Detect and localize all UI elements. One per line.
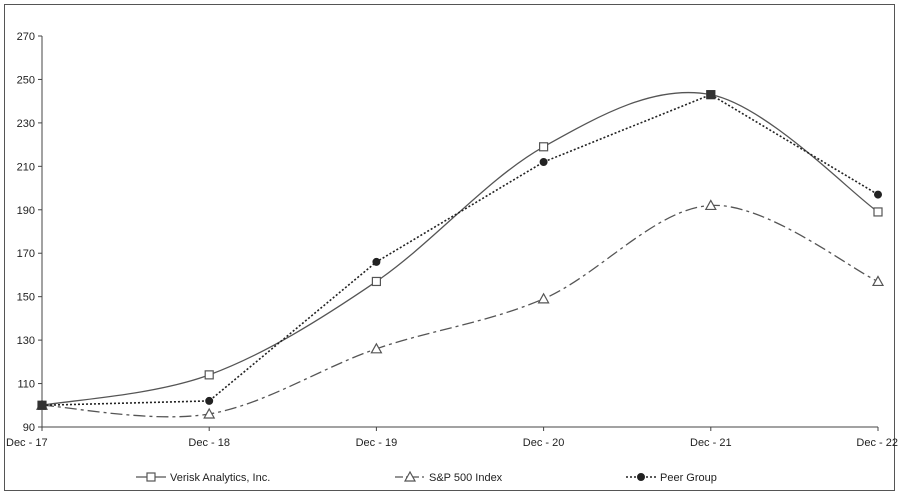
legend-label: Peer Group — [660, 472, 717, 484]
data-point-square — [204, 370, 214, 380]
y-tick-label: 110 — [17, 379, 35, 391]
data-point-circle — [539, 157, 548, 166]
series-lines — [41, 91, 879, 418]
series-line-2 — [41, 93, 879, 407]
x-tick-label: Dec - 22 — [856, 437, 898, 449]
axes — [41, 36, 878, 428]
legend-marker — [146, 472, 156, 482]
data-point-triangle — [704, 199, 717, 211]
x-tick-labels: Dec - 17 Dec - 18 Dec - 19 Dec - 20 Dec - 21… — [6, 427, 898, 449]
y-tick-label: 130 — [17, 335, 35, 347]
y-tick-label: 250 — [17, 74, 35, 86]
series-line-1 — [41, 204, 879, 418]
x-tick-label: Dec - 17 — [6, 437, 48, 449]
data-point-square — [538, 142, 549, 152]
data-point-square — [873, 207, 883, 217]
y-tick-label: 270 — [17, 31, 35, 43]
y-tick-labels: 90 110 130 150 170 190 210 230 250 270 — [17, 31, 42, 434]
data-point-circle — [372, 257, 381, 266]
y-tick-label: 230 — [17, 118, 35, 130]
data-point-triangle — [537, 292, 550, 304]
chart-frame — [4, 4, 895, 491]
legend-label: Verisk Analytics, Inc. — [170, 472, 270, 484]
data-point-overlap — [37, 400, 47, 410]
x-tick-label: Dec - 18 — [188, 437, 230, 449]
data-point-circle — [874, 190, 882, 199]
x-tick-label: Dec - 19 — [356, 437, 398, 449]
x-tick-label: Dec - 20 — [523, 437, 565, 449]
data-point-triangle — [203, 407, 216, 419]
series-line-0 — [41, 91, 879, 406]
y-tick-label: 90 — [23, 422, 35, 434]
y-tick-label: 210 — [17, 161, 35, 173]
legend-marker — [403, 470, 417, 482]
y-tick-label: 170 — [17, 248, 35, 260]
legend: Verisk Analytics, Inc. S&P 500 Index Peer … — [136, 470, 717, 484]
data-point-circle — [205, 396, 214, 405]
data-point-overlap — [706, 90, 716, 100]
data-point-triangle — [370, 342, 383, 354]
y-tick-label: 190 — [17, 205, 35, 217]
y-tick-label: 150 — [17, 292, 35, 304]
legend-label: S&P 500 Index — [429, 472, 503, 484]
data-point-square — [371, 276, 381, 287]
data-point-triangle — [871, 275, 885, 287]
series-markers — [35, 90, 885, 419]
legend-marker — [637, 473, 645, 481]
x-tick-label: Dec - 21 — [690, 437, 732, 449]
